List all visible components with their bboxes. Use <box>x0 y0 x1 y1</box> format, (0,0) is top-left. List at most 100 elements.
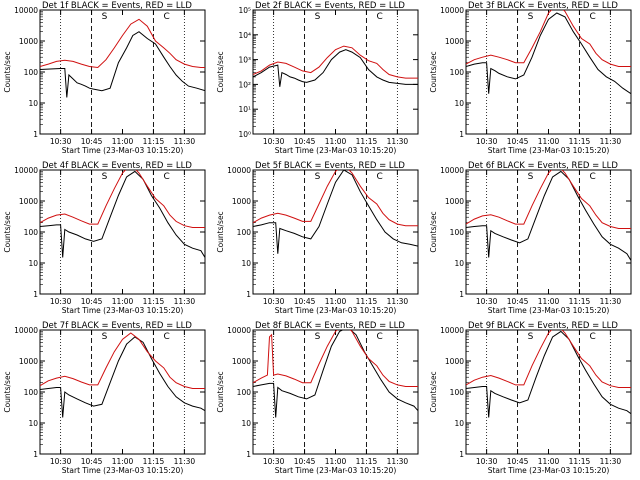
y-tick-label: 100 <box>237 388 252 397</box>
marker-s: S <box>315 172 321 182</box>
x-tick-label: 10:30 <box>476 457 498 466</box>
x-tick-label: 11:15 <box>356 137 378 146</box>
y-tick-label: 10000 <box>14 166 38 175</box>
marker-s: S <box>102 12 108 22</box>
x-axis-label: Start Time (23-Mar-03 10:15:20) <box>275 146 397 155</box>
y-tick-label: 100 <box>24 228 39 237</box>
chart-title: Det 9f BLACK = Events, RED = LLD <box>468 321 618 331</box>
x-tick-label: 11:00 <box>325 137 347 146</box>
y-axis-label: Counts/sec <box>429 371 438 412</box>
series-line-events <box>253 170 418 254</box>
x-tick-label: 10:30 <box>50 297 72 306</box>
x-tick-label: 10:45 <box>81 297 103 306</box>
chart-title: Det 2f BLACK = Events, RED = LLD <box>255 1 405 11</box>
x-axis-label: Start Time (23-Mar-03 10:15:20) <box>488 466 610 475</box>
y-tick-label: 1000 <box>445 37 464 46</box>
marker-c: C <box>589 172 595 182</box>
y-tick-label: 1 <box>459 130 464 139</box>
marker-s: S <box>528 172 534 182</box>
y-axis-label: Counts/sec <box>216 371 225 412</box>
x-tick-label: 10:30 <box>50 137 72 146</box>
marker-s: S <box>528 332 534 342</box>
x-tick-label: 11:00 <box>325 457 347 466</box>
y-tick-label: 1 <box>33 450 38 459</box>
y-axis-label: Counts/sec <box>429 211 438 252</box>
x-axis-label: Start Time (23-Mar-03 10:15:20) <box>275 306 397 315</box>
x-tick-label: 10:45 <box>507 137 529 146</box>
y-tick-label: 10 <box>454 259 464 268</box>
marker-c: C <box>163 332 169 342</box>
y-tick-label: 10 <box>454 419 464 428</box>
marker-c: C <box>376 12 382 22</box>
series-line-events <box>40 31 205 98</box>
y-tick-label: 100 <box>237 228 252 237</box>
y-tick-label: 10² <box>238 80 251 89</box>
series-line-lld <box>253 170 418 227</box>
x-tick-label: 10:45 <box>294 137 316 146</box>
chart-panel-5: Det 5f BLACK = Events, RED = LLD 1 10 100 10… <box>216 161 419 315</box>
series-line-lld <box>466 10 631 67</box>
x-tick-label: 11:15 <box>143 457 165 466</box>
series-line-events <box>40 336 205 418</box>
y-tick-label: 10000 <box>14 326 38 335</box>
x-tick-label: 11:15 <box>569 297 591 306</box>
x-tick-label: 11:00 <box>325 297 347 306</box>
series-line-lld <box>40 18 205 69</box>
chart-panel-8: Det 8f BLACK = Events, RED = LLD 1 10 100 10… <box>216 321 419 475</box>
series-line-events <box>466 12 631 95</box>
chart-panel-6: Det 6f BLACK = Events, RED = LLD 1 10 100 10… <box>429 161 632 315</box>
series-line-lld <box>253 45 418 79</box>
x-tick-label: 11:15 <box>569 137 591 146</box>
x-tick-label: 11:30 <box>600 457 622 466</box>
marker-c: C <box>163 172 169 182</box>
series-line-events <box>466 330 631 418</box>
marker-c: C <box>589 332 595 342</box>
y-tick-label: 1 <box>246 450 251 459</box>
series-line-lld <box>466 330 631 388</box>
chart-title: Det 4f BLACK = Events, RED = LLD <box>42 161 192 171</box>
x-tick-label: 11:30 <box>174 297 196 306</box>
x-tick-label: 11:15 <box>143 137 165 146</box>
series-line-events <box>253 49 418 87</box>
y-tick-label: 10000 <box>440 166 464 175</box>
x-tick-label: 11:00 <box>112 297 134 306</box>
y-tick-label: 10¹ <box>238 105 251 114</box>
marker-s: S <box>102 332 108 342</box>
y-tick-label: 10 <box>241 419 251 428</box>
x-axis-label: Start Time (23-Mar-03 10:15:20) <box>488 146 610 155</box>
y-axis-label: Counts/sec <box>216 51 225 92</box>
x-tick-label: 11:30 <box>387 297 409 306</box>
chart-panel-4: Det 4f BLACK = Events, RED = LLD 1 10 100 10… <box>3 161 206 315</box>
y-tick-label: 1 <box>33 290 38 299</box>
y-axis-label: Counts/sec <box>3 211 12 252</box>
y-tick-label: 10000 <box>227 326 251 335</box>
chart-title: Det 7f BLACK = Events, RED = LLD <box>42 321 192 331</box>
x-tick-label: 10:45 <box>81 137 103 146</box>
chart-title: Det 8f BLACK = Events, RED = LLD <box>255 321 405 331</box>
marker-c: C <box>376 332 382 342</box>
series-line-lld <box>40 170 205 228</box>
x-axis-label: Start Time (23-Mar-03 10:15:20) <box>275 466 397 475</box>
y-axis-label: Counts/sec <box>3 51 12 92</box>
chart-panel-9: Det 9f BLACK = Events, RED = LLD 1 10 100 10… <box>429 321 632 475</box>
y-tick-label: 10000 <box>440 6 464 15</box>
y-tick-label: 100 <box>450 228 465 237</box>
y-tick-label: 100 <box>450 388 465 397</box>
x-tick-label: 11:30 <box>174 137 196 146</box>
x-tick-label: 11:15 <box>569 457 591 466</box>
chart-title: Det 3f BLACK = Events, RED = LLD <box>468 1 618 11</box>
y-tick-label: 1000 <box>445 197 464 206</box>
y-tick-label: 1000 <box>19 357 38 366</box>
plot-frame <box>252 169 419 295</box>
x-tick-label: 10:30 <box>50 457 72 466</box>
y-tick-label: 1 <box>459 450 464 459</box>
series-line-events <box>40 170 205 258</box>
y-tick-label: 10 <box>28 99 38 108</box>
x-tick-label: 10:30 <box>263 137 285 146</box>
x-tick-label: 11:00 <box>538 297 560 306</box>
x-tick-label: 11:00 <box>112 137 134 146</box>
chart-panel-7: Det 7f BLACK = Events, RED = LLD 1 10 100 10… <box>3 321 206 475</box>
chart-title: Det 5f BLACK = Events, RED = LLD <box>255 161 405 171</box>
y-tick-label: 10000 <box>227 166 251 175</box>
x-tick-label: 11:00 <box>538 457 560 466</box>
